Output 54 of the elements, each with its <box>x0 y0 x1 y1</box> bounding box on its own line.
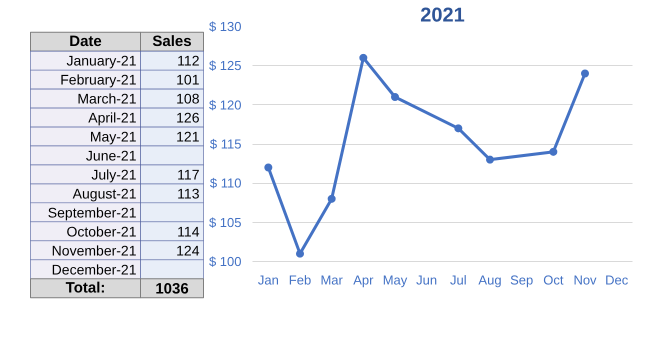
y-tick-label: $ 115 <box>210 136 242 152</box>
data-label: 124 <box>176 242 200 258</box>
y-tick-label: $ 120 <box>208 97 242 112</box>
data-label: 113 <box>177 185 200 202</box>
category-label: November-21 <box>52 242 137 258</box>
point <box>391 93 399 101</box>
x-tick-label: Jul <box>450 272 467 288</box>
x-tick-label: Nov <box>573 272 598 288</box>
x-tick-label: Dec <box>605 272 629 288</box>
x-tick-label: Sep <box>510 272 534 288</box>
point <box>328 194 336 203</box>
text: Sales <box>152 33 192 50</box>
x-tick-label: Aug <box>478 272 502 288</box>
category-label: September-21 <box>48 204 137 220</box>
x-tick-label: Feb <box>288 272 312 288</box>
x-tick-label: Apr <box>353 272 374 288</box>
data-label: 117 <box>177 166 200 182</box>
point <box>581 70 589 78</box>
category-label: April-21 <box>88 110 137 126</box>
y-tick-label: $ 110 <box>210 176 242 191</box>
x-tick-label: Mar <box>320 272 344 288</box>
x-tick-label: Jan <box>258 272 279 288</box>
data-label: 108 <box>176 90 200 107</box>
x-tick-label: Oct <box>543 272 564 288</box>
category-label: December-21 <box>52 261 137 278</box>
y-tick-label: $ 100 <box>208 254 242 269</box>
data-label: 101 <box>176 72 200 88</box>
x-tick-label: May <box>382 272 408 288</box>
data-label: 126 <box>176 110 200 126</box>
category-label: January-21 <box>66 52 137 69</box>
category-label: March-21 <box>77 90 137 107</box>
point <box>454 124 462 132</box>
point <box>296 250 304 258</box>
data-label: 112 <box>177 52 200 69</box>
point <box>264 164 272 172</box>
chart-title: 2021 <box>420 4 465 26</box>
point <box>486 156 494 164</box>
category-label: October-21 <box>66 223 137 240</box>
x-tick-label: Jun <box>416 272 438 288</box>
point <box>359 54 368 62</box>
category-label: July-21 <box>91 166 137 182</box>
point <box>549 148 558 156</box>
y-tick-label: $ 130 <box>208 19 242 34</box>
data-label: 121 <box>176 128 200 144</box>
y-tick-label: $ 105 <box>208 214 242 230</box>
y-tick-label: $ 125 <box>208 58 242 74</box>
text: Total: <box>66 280 106 297</box>
text: Date <box>69 33 102 50</box>
category-label: May-21 <box>90 128 137 144</box>
category-label: February-21 <box>60 72 137 88</box>
text: 1036 <box>155 280 189 298</box>
category-label: June-21 <box>86 147 137 164</box>
category-label: August-21 <box>72 185 137 202</box>
data-label: 114 <box>177 223 200 240</box>
